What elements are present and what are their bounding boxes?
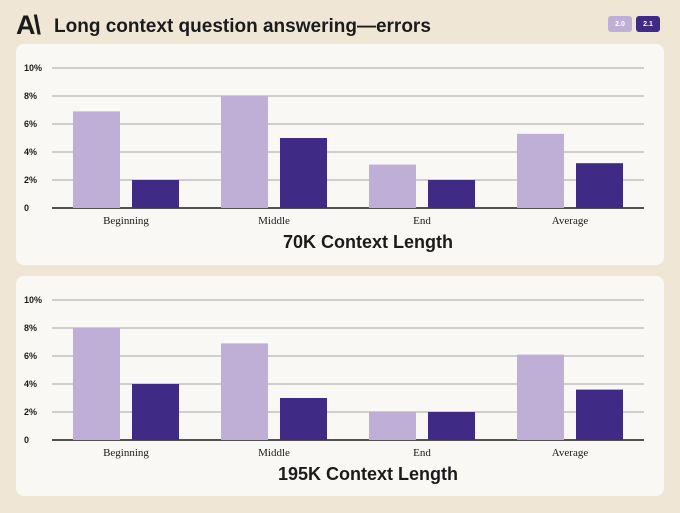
x-tick-label: Beginning	[103, 215, 149, 227]
y-tick-label: 6%	[24, 351, 37, 361]
bar-2-0-beginning	[73, 111, 120, 208]
bar-2-0-middle	[221, 96, 268, 208]
legend: 2.0 2.1	[608, 16, 660, 32]
x-tick-label: End	[413, 215, 431, 227]
chart-title: 195K Context Length	[278, 464, 458, 484]
y-tick-label: 2%	[24, 407, 37, 417]
chart-panel-70k: 0 2% 4% 6% 8% 10% Beginning Middle End Average 70K…	[16, 44, 664, 265]
x-tick-label: End	[413, 447, 431, 459]
chart-70k: 0 2% 4% 6% 8% 10% Beginning Middle End Average 70K…	[24, 63, 644, 252]
legend-item-2-1: 2.1	[636, 16, 660, 32]
chart-panel-195k: 0 2% 4% 6% 8% 10% Beginning Middle End Average 195…	[16, 276, 664, 496]
bar-2-1-middle	[280, 398, 327, 440]
page-title: Long context question answering—errors	[54, 16, 431, 37]
bar-2-0-average	[517, 133, 564, 208]
y-tick-label: 8%	[24, 323, 37, 333]
chart-title: 70K Context Length	[283, 232, 453, 252]
bar-2-1-end	[428, 412, 475, 440]
x-tick-label: Average	[552, 215, 589, 227]
bar-2-0-middle	[221, 343, 268, 440]
bar-2-0-average	[517, 354, 564, 440]
bar-2-1-middle	[280, 138, 327, 208]
x-tick-label: Middle	[258, 215, 290, 227]
bar-2-0-beginning	[73, 328, 120, 440]
x-tick-label: Average	[552, 447, 589, 459]
y-tick-label: 0	[24, 203, 29, 213]
y-tick-label: 4%	[24, 379, 37, 389]
legend-item-2-0: 2.0	[608, 16, 632, 32]
y-tick-label: 10%	[24, 295, 42, 305]
bar-2-1-beginning	[132, 384, 179, 440]
y-tick-label: 8%	[24, 91, 37, 101]
bar-2-1-end	[428, 180, 475, 208]
y-tick-label: 2%	[24, 175, 37, 185]
y-tick-label: 0	[24, 435, 29, 445]
y-tick-label: 6%	[24, 119, 37, 129]
bar-2-0-end	[369, 164, 416, 208]
bar-2-1-average	[576, 389, 623, 440]
y-tick-label: 10%	[24, 63, 42, 73]
chart-195k: 0 2% 4% 6% 8% 10% Beginning Middle End Average 195…	[24, 295, 644, 484]
y-tick-label: 4%	[24, 147, 37, 157]
anthropic-logo-icon: A\	[16, 10, 41, 40]
bar-2-0-end	[369, 412, 416, 440]
x-tick-label: Beginning	[103, 447, 149, 459]
bar-2-1-average	[576, 163, 623, 208]
bar-2-1-beginning	[132, 180, 179, 208]
x-tick-label: Middle	[258, 447, 290, 459]
header: A\ Long context question answering—error…	[16, 10, 664, 40]
